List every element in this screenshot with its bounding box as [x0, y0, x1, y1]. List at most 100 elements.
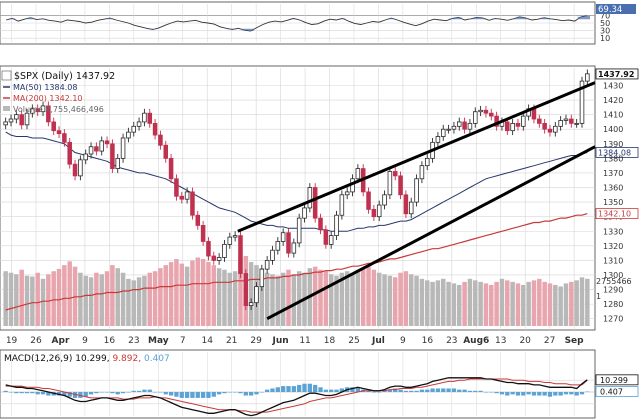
candle-body [195, 214, 201, 226]
price-panel: 1437.92143014201410140013901384.08138013… [0, 65, 639, 346]
macd-hist-bar [483, 392, 489, 393]
candle-body [211, 255, 217, 261]
macd-marker-box [595, 374, 639, 386]
x-tick-label: 14 [202, 336, 214, 346]
macd-hist-bar [393, 388, 398, 392]
macd-hist-bar [553, 392, 558, 396]
volume-bar [537, 278, 542, 326]
candle-body [376, 204, 382, 218]
macd-hist-bar [259, 392, 264, 393]
macd-hist-bar [307, 383, 312, 392]
macd-hist-bar [142, 389, 147, 392]
macd-hist-bar [366, 390, 371, 392]
volume-bar [168, 262, 174, 326]
volume-bar [382, 274, 387, 326]
macd-hist-bar [227, 392, 232, 393]
volume-bar [30, 276, 35, 326]
macd-hist-bar [403, 390, 409, 392]
macd-hist-bar [120, 392, 126, 394]
volume-bar [403, 271, 409, 326]
trendline-upper [237, 81, 596, 233]
macd-hist-bar [585, 391, 590, 393]
macd-hist-bar [414, 390, 419, 392]
candle-body [83, 153, 88, 161]
x-tick-label: 23 [446, 336, 457, 346]
candle-body [542, 122, 547, 130]
candle-body [14, 114, 19, 120]
volume-bar [483, 283, 489, 326]
volume-bar [553, 284, 558, 326]
x-tick-label: May [148, 336, 169, 346]
macd-hist-bar [88, 392, 94, 395]
macd-hist-bar [510, 392, 515, 395]
volume-bar [142, 275, 147, 326]
macd-hist-bar [286, 386, 291, 392]
price-tick-label: 1410 [603, 111, 623, 120]
macd-hist-bar [457, 389, 462, 392]
candle-body [190, 191, 195, 216]
macd-hist-bar [494, 392, 499, 394]
macd-hist-bar [19, 392, 24, 394]
candle-body [291, 242, 297, 254]
volume-bar [579, 277, 585, 326]
volume-bar [350, 272, 355, 326]
macd-hist-bar [302, 383, 307, 392]
price-tick-label: 1350 [603, 198, 623, 207]
macd-hist-bar [318, 387, 323, 392]
volume-bar [152, 271, 158, 326]
x-tick-label: 25 [348, 336, 359, 346]
rsi-last-box [596, 4, 636, 14]
volume-bar [526, 281, 531, 326]
macd-hist-bar [323, 389, 328, 392]
volume-bar [3, 271, 8, 326]
candle-body [473, 111, 478, 124]
macd-hist-bar [281, 386, 286, 392]
macd-hist-bar [558, 392, 563, 396]
volume-bar [270, 274, 275, 326]
macd-hist-bar [537, 392, 542, 396]
macd-hist-bar [115, 392, 120, 395]
price-marker-label: 1384.08 [598, 148, 631, 157]
macd-hist-bar [409, 390, 414, 392]
rsi-overbought-fill [9, 15, 591, 20]
macd-hist-bar [291, 386, 296, 392]
volume-bar [110, 265, 115, 326]
macd-hist-bar [147, 389, 152, 392]
macd-hist-bar [14, 392, 19, 394]
volume-bar [558, 286, 563, 326]
macd-hist-bar [168, 392, 174, 396]
candle-body [99, 140, 104, 152]
candle-body [40, 105, 46, 113]
x-tick-label: 16 [422, 336, 434, 346]
x-tick-label: 19 [6, 336, 18, 346]
volume-bar [457, 284, 462, 326]
volume-bar [441, 278, 446, 326]
candle-body [296, 217, 302, 244]
macd-hist-bar [184, 392, 190, 398]
macd-hist-bar [62, 392, 67, 396]
volume-bar [259, 268, 265, 326]
trendline-lower [266, 145, 596, 321]
volume-bar [355, 269, 361, 326]
macd-hist-bar [355, 387, 361, 392]
volume-bar [569, 281, 574, 326]
candle-body [30, 108, 35, 114]
price-legend: $SPX (Daily) 1437.92 MA(50) 1384.08 MA(2… [1, 70, 115, 114]
macd-hist-bar [206, 392, 211, 398]
ma200-line [5, 213, 588, 311]
volume-bar [88, 277, 94, 326]
candle-body [248, 302, 254, 306]
candle-body [56, 130, 62, 134]
volume-bar [334, 275, 339, 326]
candle-body [537, 118, 542, 124]
candle-body [462, 121, 467, 130]
volume-bar [312, 266, 318, 326]
candle-body [131, 125, 137, 133]
candle-body [174, 178, 179, 197]
candle-body [318, 217, 323, 231]
price-marker-label: 1342.10 [598, 210, 631, 219]
macd-panel: 10.299 0.407 MACD(12,26,9) 10.299, 9.892,… [0, 349, 639, 419]
price-tick-label: 1300 [603, 271, 623, 280]
price-tick-label: 1400 [603, 125, 623, 134]
